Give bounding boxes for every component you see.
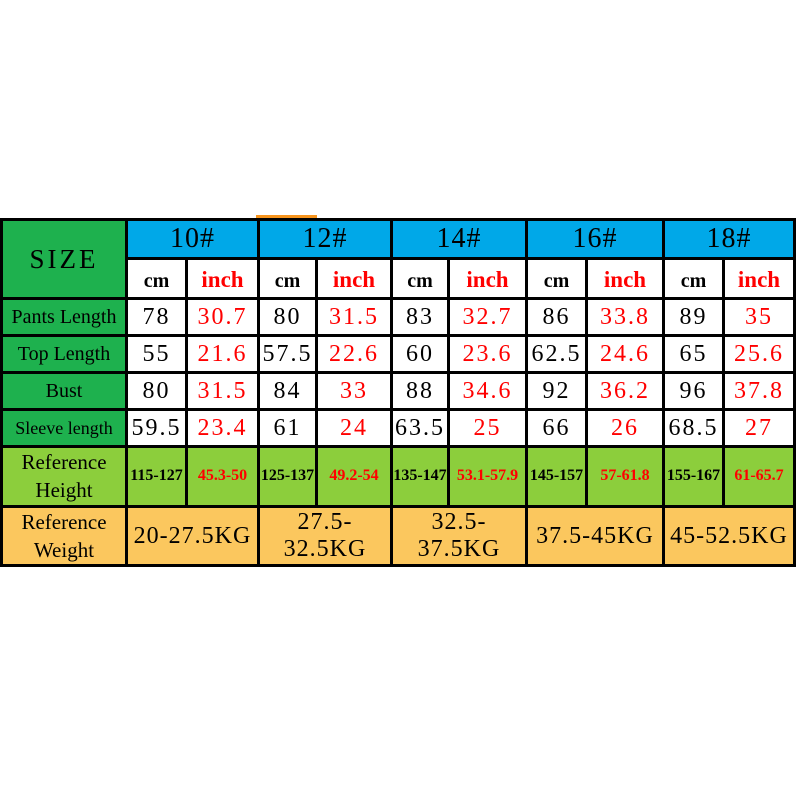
- size-col-header-16: 16#: [525, 218, 665, 260]
- cell-cm: 80: [257, 297, 318, 337]
- cell-inch: 23.4: [185, 408, 260, 448]
- cell-cm: 57.5: [257, 334, 318, 374]
- cell-inch: 32.7: [447, 297, 528, 337]
- reference-weight-label-line2: Weight: [33, 538, 95, 563]
- cell-cm: 86: [525, 297, 588, 337]
- cell-cm: 88: [390, 371, 450, 411]
- cell-inch: 27: [722, 408, 796, 448]
- cell-inch: 33: [315, 371, 393, 411]
- cell-cm: 68.5: [662, 408, 725, 448]
- cell-inch: 30.7: [185, 297, 260, 337]
- cell-cm: 62.5: [525, 334, 588, 374]
- cell-cm: 78: [125, 297, 188, 337]
- stray-orange-mark: [256, 215, 317, 219]
- size-header-row: SIZE 10# 12# 14# 16# 18#: [0, 218, 796, 300]
- cell-height-inch: 53.1-57.9: [447, 445, 528, 508]
- cell-weight-range: 27.5-32.5KG: [257, 504, 393, 568]
- cell-inch: 31.5: [185, 371, 260, 411]
- cell-weight-range: 37.5-45KG: [525, 504, 665, 568]
- unit-header-inch: inch: [315, 257, 393, 300]
- unit-header-inch: inch: [585, 257, 665, 300]
- cell-inch: 33.8: [585, 297, 665, 337]
- cell-cm: 63.5: [390, 408, 450, 448]
- cell-cm: 60: [390, 334, 450, 374]
- reference-height-label-line1: Reference: [21, 450, 107, 474]
- cell-height-cm: 135-147: [390, 445, 450, 508]
- size-col-header-18: 18#: [662, 218, 796, 260]
- size-col-header-14: 14#: [390, 218, 528, 260]
- cell-inch: 23.6: [447, 334, 528, 374]
- unit-header-cm: cm: [662, 257, 725, 300]
- cell-cm: 83: [390, 297, 450, 337]
- cell-inch: 21.6: [185, 334, 260, 374]
- cell-height-cm: 125-137: [257, 445, 318, 508]
- cell-inch: 37.8: [722, 371, 796, 411]
- cell-inch: 35: [722, 297, 796, 337]
- reference-height-row: Reference Height 115-127 45.3-50 125-137…: [0, 445, 796, 508]
- unit-header-cm: cm: [257, 257, 318, 300]
- cell-height-inch: 57-61.8: [585, 445, 665, 508]
- unit-header-cm: cm: [125, 257, 188, 300]
- row-label-reference-height: Reference Height: [0, 445, 128, 508]
- bust-row: Bust 80 31.5 84 33 88 34.6 92 36.2 96 37…: [0, 371, 796, 411]
- cell-inch: 22.6: [315, 334, 393, 374]
- unit-header-inch: inch: [185, 257, 260, 300]
- cell-inch: 34.6: [447, 371, 528, 411]
- sleeve-length-row: Sleeve length 59.5 23.4 61 24 63.5 25 66…: [0, 408, 796, 448]
- cell-inch: 26: [585, 408, 665, 448]
- cell-inch: 24.6: [585, 334, 665, 374]
- cell-cm: 55: [125, 334, 188, 374]
- cell-height-cm: 145-157: [525, 445, 588, 508]
- cell-cm: 65: [662, 334, 725, 374]
- cell-inch: 25: [447, 408, 528, 448]
- cell-cm: 61: [257, 408, 318, 448]
- size-col-header-12: 12#: [257, 218, 393, 260]
- size-chart-table: SIZE 10# 12# 14# 16# 18# cm inch cm inch…: [0, 218, 796, 568]
- reference-weight-row: Reference Weight 20-27.5KG 27.5-32.5KG 3…: [0, 504, 796, 568]
- cell-weight-range: 32.5-37.5KG: [390, 504, 528, 568]
- cell-inch: 24: [315, 408, 393, 448]
- cell-height-inch: 45.3-50: [185, 445, 260, 508]
- cell-cm: 92: [525, 371, 588, 411]
- cell-cm: 59.5: [125, 408, 188, 448]
- reference-height-label-line2: Height: [35, 478, 93, 503]
- row-label-reference-weight: Reference Weight: [0, 504, 128, 568]
- unit-header-cm: cm: [390, 257, 450, 300]
- unit-header-inch: inch: [722, 257, 796, 300]
- size-col-header-10: 10#: [125, 218, 260, 260]
- row-label-sleeve-length: Sleeve length: [0, 408, 128, 448]
- cell-cm: 80: [125, 371, 188, 411]
- cell-inch: 31.5: [315, 297, 393, 337]
- cell-inch: 25.6: [722, 334, 796, 374]
- cell-weight-range: 20-27.5KG: [125, 504, 260, 568]
- cell-height-cm: 155-167: [662, 445, 725, 508]
- cell-inch: 36.2: [585, 371, 665, 411]
- row-label-bust: Bust: [0, 371, 128, 411]
- cell-height-inch: 49.2-54: [315, 445, 393, 508]
- cell-cm: 66: [525, 408, 588, 448]
- cell-cm: 89: [662, 297, 725, 337]
- unit-header-row: cm inch cm inch cm inch cm inch cm inch: [2, 257, 796, 300]
- cell-cm: 96: [662, 371, 725, 411]
- row-label-pants-length: Pants Length: [0, 297, 128, 337]
- cell-weight-range: 45-52.5KG: [662, 504, 796, 568]
- row-label-top-length: Top Length: [0, 334, 128, 374]
- reference-weight-label-line1: Reference: [21, 509, 107, 534]
- cell-height-inch: 61-65.7: [722, 445, 796, 508]
- cell-height-cm: 115-127: [125, 445, 188, 508]
- size-corner-header: SIZE: [0, 218, 128, 300]
- cell-cm: 84: [257, 371, 318, 411]
- pants-length-row: Pants Length 78 30.7 80 31.5 83 32.7 86 …: [0, 297, 796, 337]
- unit-header-cm: cm: [525, 257, 588, 300]
- unit-header-inch: inch: [447, 257, 528, 300]
- top-length-row: Top Length 55 21.6 57.5 22.6 60 23.6 62.…: [0, 334, 796, 374]
